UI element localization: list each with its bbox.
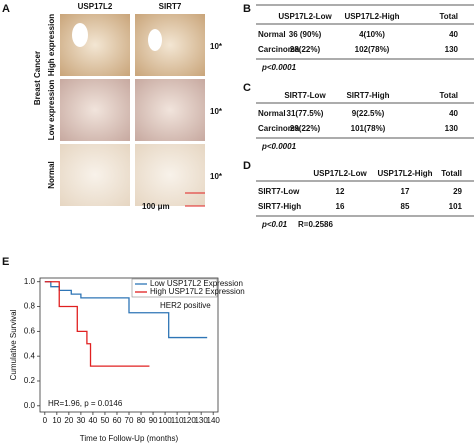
x-tick-label: 90	[149, 416, 158, 425]
table-header: USP17L2-High	[377, 169, 432, 178]
row-label: High expression	[47, 14, 56, 76]
table-cell: 101(78%)	[351, 124, 386, 133]
magnification: 10*	[210, 172, 223, 181]
image	[60, 144, 130, 206]
x-tick-label: 60	[113, 416, 122, 425]
p-value: p<0.01	[261, 220, 288, 229]
table-cell: 4(10%)	[359, 30, 385, 39]
table-header: Total	[439, 91, 458, 100]
histology-images	[60, 14, 205, 207]
legend-label: High USP17L2 Expression	[150, 287, 245, 296]
survival-curve	[44, 281, 150, 367]
table-cell: 29(22%)	[290, 124, 321, 133]
panel-label: D	[243, 160, 251, 172]
y-tick-label: 0.0	[24, 401, 36, 410]
table-cell: 130	[445, 45, 459, 54]
image	[135, 14, 205, 76]
magnification: 10*	[210, 42, 223, 51]
x-tick-label: 50	[100, 416, 109, 425]
image-detail	[72, 23, 88, 47]
legend-label: Low USP17L2 Expression	[150, 279, 243, 288]
table-cell: 130	[445, 124, 459, 133]
image	[60, 14, 130, 76]
image	[135, 79, 205, 141]
x-tick-label: 40	[88, 416, 97, 425]
row-label: Carcinoma	[258, 124, 300, 133]
row-label: Normal	[258, 30, 286, 39]
legend-box	[131, 278, 218, 298]
survival-curve	[44, 281, 208, 339]
x-tick-label: 10	[52, 416, 61, 425]
table-header: SIRT7-Low	[284, 91, 326, 100]
table-header: USP17L2-High	[344, 12, 399, 21]
table-header: USP17L2-Low	[278, 12, 332, 21]
row-label: SIRT7-Low	[258, 187, 300, 196]
table-header: Totall	[441, 169, 462, 178]
table-cell: 85	[401, 202, 410, 211]
p-value: p<0.0001	[261, 63, 297, 72]
x-tick-label: 120	[182, 416, 196, 425]
column-label: USP17L2	[78, 2, 113, 11]
y-tick-label: 0.4	[24, 351, 36, 360]
row-label: Low expression	[47, 80, 56, 141]
table-cell: 40	[449, 30, 458, 39]
p-value: p<0.0001	[261, 142, 297, 151]
table-cell: 36 (90%)	[289, 30, 322, 39]
y-tick-label: 0.6	[24, 326, 36, 335]
table-cell: 31(77.5%)	[287, 109, 324, 118]
table-cell: 17	[401, 187, 410, 196]
table-cell: 40	[449, 109, 458, 118]
table-cell: 101	[449, 202, 463, 211]
y-tick-label: 0.8	[24, 302, 36, 311]
table-header: Total	[439, 12, 458, 21]
image	[135, 144, 205, 206]
y-tick-label: 0.2	[24, 376, 36, 385]
annotation: HER2 positive	[160, 301, 211, 310]
x-tick-label: 20	[64, 416, 73, 425]
table-cell: 12	[336, 187, 345, 196]
x-tick-label: 0	[43, 416, 48, 425]
panel-label: E	[2, 256, 9, 268]
image	[60, 79, 130, 141]
x-tick-label: 80	[137, 416, 146, 425]
table-header: USP17L2-Low	[313, 169, 367, 178]
x-tick-label: 130	[194, 416, 208, 425]
row-label: SIRT7-High	[258, 202, 301, 211]
magnification: 10*	[210, 107, 223, 116]
x-tick-label: 140	[207, 416, 221, 425]
row-label: Normal	[47, 161, 56, 189]
x-tick-label: 70	[125, 416, 134, 425]
x-tick-label: 100	[158, 416, 172, 425]
x-tick-label: 110	[171, 416, 184, 425]
table-cell: 28(22%)	[290, 45, 321, 54]
y-tick-label: 1.0	[24, 277, 36, 286]
column-label: SIRT7	[159, 2, 182, 11]
row-label: Normal	[258, 109, 286, 118]
table-cell: 102(78%)	[355, 45, 390, 54]
panel-label: B	[243, 3, 251, 15]
panel-label: A	[2, 3, 10, 15]
panel-label: C	[243, 82, 251, 94]
table-header: SIRT7-High	[346, 91, 389, 100]
table-cell: 29	[453, 187, 462, 196]
scale-bar-label: 100 μm	[142, 202, 170, 211]
table-cell: 9(22.5%)	[352, 109, 385, 118]
row-label: Carcinoma	[258, 45, 300, 54]
x-axis-label: Time to Follow-Up (months)	[80, 434, 179, 443]
table-cell: 16	[336, 202, 345, 211]
statistics: HR=1.96, p = 0.0146	[48, 399, 123, 408]
correlation: R=0.2586	[298, 220, 333, 229]
group-label: Breast Cancer	[33, 51, 42, 105]
x-tick-label: 30	[76, 416, 85, 425]
y-axis-label: Cumulative Survival	[9, 309, 18, 380]
image-detail	[148, 29, 162, 51]
